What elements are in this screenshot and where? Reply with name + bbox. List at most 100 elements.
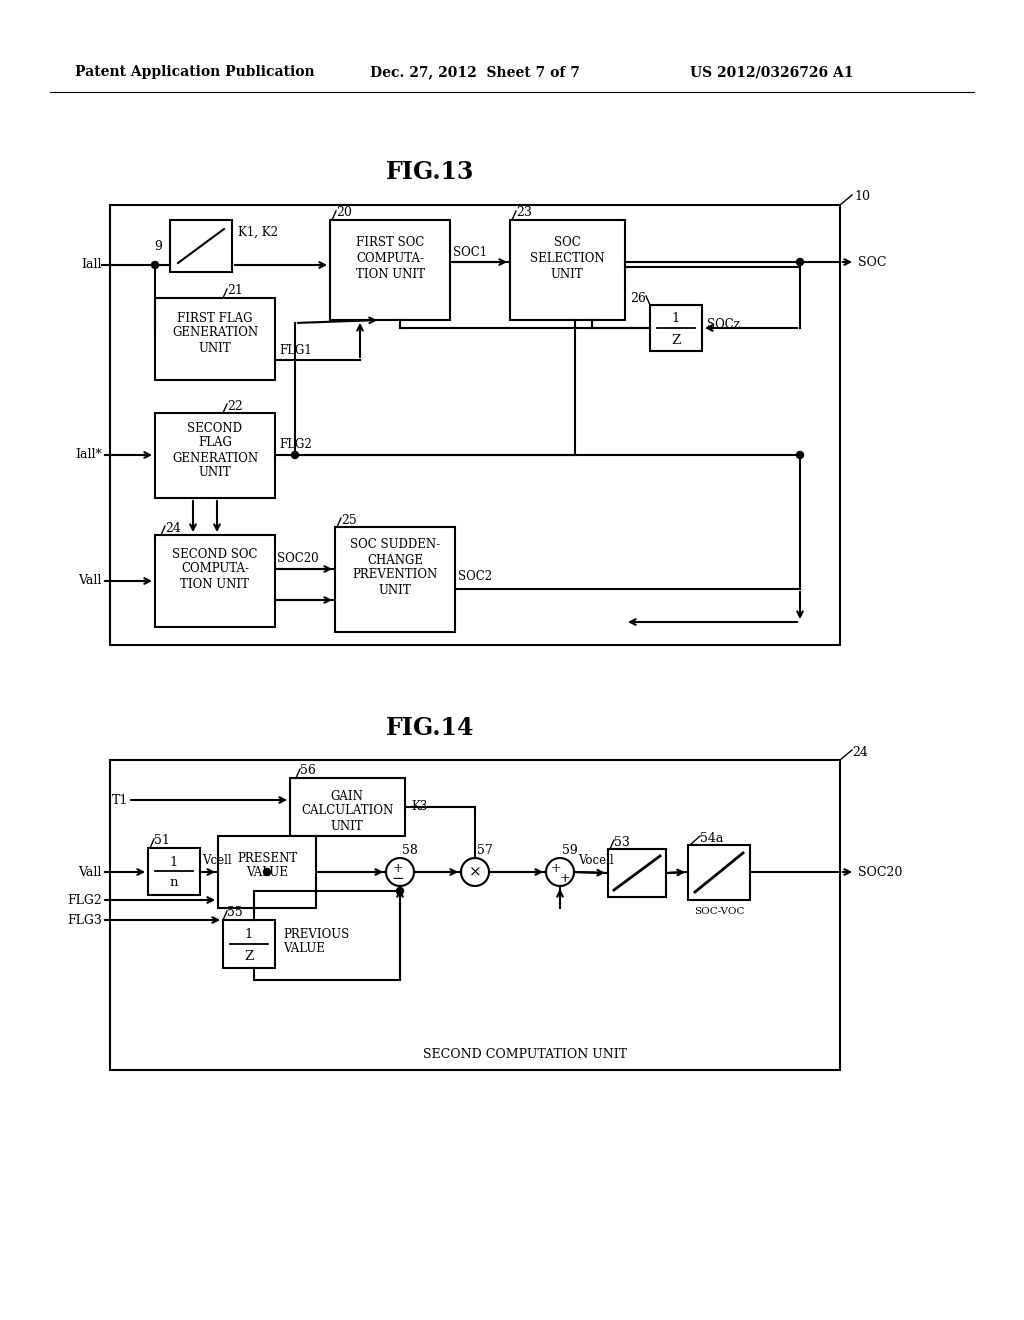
Bar xyxy=(335,527,455,632)
Circle shape xyxy=(461,858,489,886)
Text: n: n xyxy=(170,876,178,890)
Text: 10: 10 xyxy=(854,190,870,203)
Text: 1: 1 xyxy=(245,928,253,940)
Text: FLG1: FLG1 xyxy=(279,343,311,356)
Bar xyxy=(608,849,666,898)
Text: FLG2: FLG2 xyxy=(68,894,102,907)
Text: Z: Z xyxy=(245,949,254,962)
Text: FIRST FLAG: FIRST FLAG xyxy=(177,312,253,325)
Text: CALCULATION: CALCULATION xyxy=(301,804,393,817)
Text: US 2012/0326726 A1: US 2012/0326726 A1 xyxy=(690,65,853,79)
Text: SOC1: SOC1 xyxy=(453,246,487,259)
Text: COMPUTA-: COMPUTA- xyxy=(356,252,424,264)
Text: K3: K3 xyxy=(411,800,427,813)
Text: FIRST SOC: FIRST SOC xyxy=(355,235,424,248)
Text: Vall: Vall xyxy=(79,866,102,879)
Text: Vcell: Vcell xyxy=(202,854,231,867)
Text: VALUE: VALUE xyxy=(246,866,288,879)
Text: FLG2: FLG2 xyxy=(279,438,311,451)
Text: UNIT: UNIT xyxy=(331,820,364,833)
Text: SECOND COMPUTATION UNIT: SECOND COMPUTATION UNIT xyxy=(423,1048,627,1060)
Text: 51: 51 xyxy=(154,834,170,847)
Text: UNIT: UNIT xyxy=(199,342,231,355)
Text: K1, K2: K1, K2 xyxy=(238,226,278,239)
Text: 58: 58 xyxy=(402,845,418,858)
Text: 1: 1 xyxy=(672,313,680,326)
Text: 24: 24 xyxy=(165,521,181,535)
Circle shape xyxy=(546,858,574,886)
Text: 25: 25 xyxy=(341,513,356,527)
Text: 23: 23 xyxy=(516,206,531,219)
Text: 54a: 54a xyxy=(700,832,723,845)
Text: +: + xyxy=(392,862,403,874)
Text: PREVENTION: PREVENTION xyxy=(352,569,437,582)
Text: SECOND: SECOND xyxy=(187,422,243,436)
Bar xyxy=(110,205,840,645)
Text: Vall: Vall xyxy=(79,574,102,587)
Text: COMPUTA-: COMPUTA- xyxy=(181,562,249,576)
Text: SOC20: SOC20 xyxy=(858,866,902,879)
Text: +: + xyxy=(551,862,561,875)
Text: FIG.14: FIG.14 xyxy=(386,715,474,741)
Bar xyxy=(110,760,840,1071)
Bar xyxy=(650,305,702,351)
Text: 20: 20 xyxy=(336,206,352,219)
Bar xyxy=(155,535,275,627)
Circle shape xyxy=(797,259,804,265)
Text: 55: 55 xyxy=(227,907,243,920)
Text: UNIT: UNIT xyxy=(199,466,231,479)
Circle shape xyxy=(263,869,270,875)
Text: 9: 9 xyxy=(155,239,162,252)
Text: Iall*: Iall* xyxy=(75,449,102,462)
Bar xyxy=(223,920,275,968)
Text: Patent Application Publication: Patent Application Publication xyxy=(75,65,314,79)
Text: SOC: SOC xyxy=(554,235,581,248)
Circle shape xyxy=(152,261,159,268)
Circle shape xyxy=(396,887,403,895)
Text: SOCz: SOCz xyxy=(707,318,740,331)
Text: SOC: SOC xyxy=(858,256,887,268)
Bar xyxy=(290,777,406,836)
Text: 59: 59 xyxy=(562,845,578,858)
Bar xyxy=(148,847,200,895)
Text: UNIT: UNIT xyxy=(379,585,412,598)
Text: 57: 57 xyxy=(477,845,493,858)
Text: 26: 26 xyxy=(630,292,646,305)
Text: 21: 21 xyxy=(227,285,243,297)
Text: 24: 24 xyxy=(852,746,868,759)
Text: Z: Z xyxy=(672,334,681,346)
Circle shape xyxy=(797,451,804,458)
Circle shape xyxy=(292,451,299,458)
Bar xyxy=(155,413,275,498)
Text: TION UNIT: TION UNIT xyxy=(180,578,250,591)
Text: Dec. 27, 2012  Sheet 7 of 7: Dec. 27, 2012 Sheet 7 of 7 xyxy=(370,65,580,79)
Text: T1: T1 xyxy=(112,793,128,807)
Text: 53: 53 xyxy=(614,836,630,849)
Text: GENERATION: GENERATION xyxy=(172,451,258,465)
Text: GENERATION: GENERATION xyxy=(172,326,258,338)
Text: Iall: Iall xyxy=(82,259,102,272)
Text: −: − xyxy=(391,873,404,886)
Text: SOC SUDDEN-: SOC SUDDEN- xyxy=(350,539,440,552)
Text: FLAG: FLAG xyxy=(198,437,232,450)
Text: UNIT: UNIT xyxy=(551,268,584,281)
Text: PREVIOUS: PREVIOUS xyxy=(283,928,349,941)
Text: Vocell: Vocell xyxy=(578,854,613,867)
Text: SOC20: SOC20 xyxy=(278,552,318,565)
Bar xyxy=(510,220,625,319)
Bar xyxy=(218,836,316,908)
Text: FLG3: FLG3 xyxy=(68,913,102,927)
Circle shape xyxy=(386,858,414,886)
Text: VALUE: VALUE xyxy=(283,942,325,956)
Text: +: + xyxy=(560,873,570,886)
Text: SELECTION: SELECTION xyxy=(529,252,604,264)
Bar xyxy=(170,220,232,272)
Text: 1: 1 xyxy=(170,855,178,869)
Text: TION UNIT: TION UNIT xyxy=(355,268,425,281)
Bar xyxy=(688,845,750,900)
Text: ×: × xyxy=(469,865,481,879)
Text: SECOND SOC: SECOND SOC xyxy=(172,549,258,561)
Text: 56: 56 xyxy=(300,764,315,777)
Text: CHANGE: CHANGE xyxy=(367,553,423,566)
Text: SOC-VOC: SOC-VOC xyxy=(693,908,744,916)
